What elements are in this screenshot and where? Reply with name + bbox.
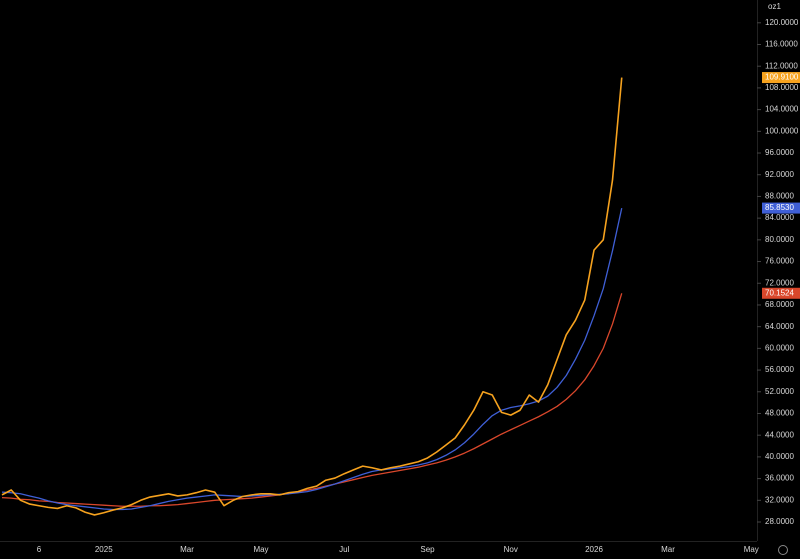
y-tick-label: 32.0000: [765, 495, 794, 504]
y-tick-label: 92.0000: [765, 170, 794, 179]
y-tick-label: 84.0000: [765, 213, 794, 222]
y-tick-label: 76.0000: [765, 257, 794, 266]
series-line: [1, 207, 623, 511]
y-tick-label: 28.0000: [765, 517, 794, 526]
x-tick-label: 6: [37, 545, 42, 554]
y-tick-label: 44.0000: [765, 430, 794, 439]
price-tag-label: 109.9100: [765, 73, 799, 82]
y-tick-label: 80.0000: [765, 235, 794, 244]
y-tick-label: 48.0000: [765, 409, 794, 418]
price-tag: [762, 72, 800, 84]
x-tick-label: Jul: [339, 545, 349, 554]
y-tick-label: 100.0000: [765, 126, 799, 135]
plot-area: [1, 77, 623, 516]
x-tick-label: May: [253, 545, 268, 554]
x-tick-label: May: [744, 545, 759, 554]
y-tick-label: 88.0000: [765, 192, 794, 201]
price-tag-label: 85.8530: [765, 203, 794, 212]
series-line: [1, 293, 623, 507]
y-tick-label: 120.0000: [765, 18, 799, 27]
y-tick-label: 64.0000: [765, 322, 794, 331]
y-tick-label: 56.0000: [765, 365, 794, 374]
x-tick-label: Sep: [420, 545, 435, 554]
x-tick-label: Mar: [180, 545, 194, 554]
y-tick-label: 96.0000: [765, 148, 794, 157]
y-tick-label: 60.0000: [765, 343, 794, 352]
y-tick-label: 68.0000: [765, 300, 794, 309]
y-tick-label: 52.0000: [765, 387, 794, 396]
x-tick-label: Mar: [661, 545, 675, 554]
series-line: [1, 77, 623, 516]
x-tick-label: 2025: [95, 545, 113, 554]
price-tag: [762, 287, 800, 299]
y-tick-label: 112.0000: [765, 61, 798, 70]
y-tick-label: 104.0000: [765, 105, 799, 114]
settings-icon[interactable]: [778, 545, 788, 555]
y-tick-label: 116.0000: [765, 40, 798, 49]
x-tick-label: Nov: [504, 545, 518, 554]
unit-label: oz1: [768, 2, 781, 11]
y-tick-label: 36.0000: [765, 474, 794, 483]
x-tick-label: 2026: [585, 545, 603, 554]
y-tick-label: 40.0000: [765, 452, 794, 461]
y-tick-label: 72.0000: [765, 278, 794, 287]
price-tag-label: 70.1524: [765, 288, 794, 297]
price-tag: [762, 202, 800, 214]
y-tick-label: 108.0000: [765, 83, 799, 92]
